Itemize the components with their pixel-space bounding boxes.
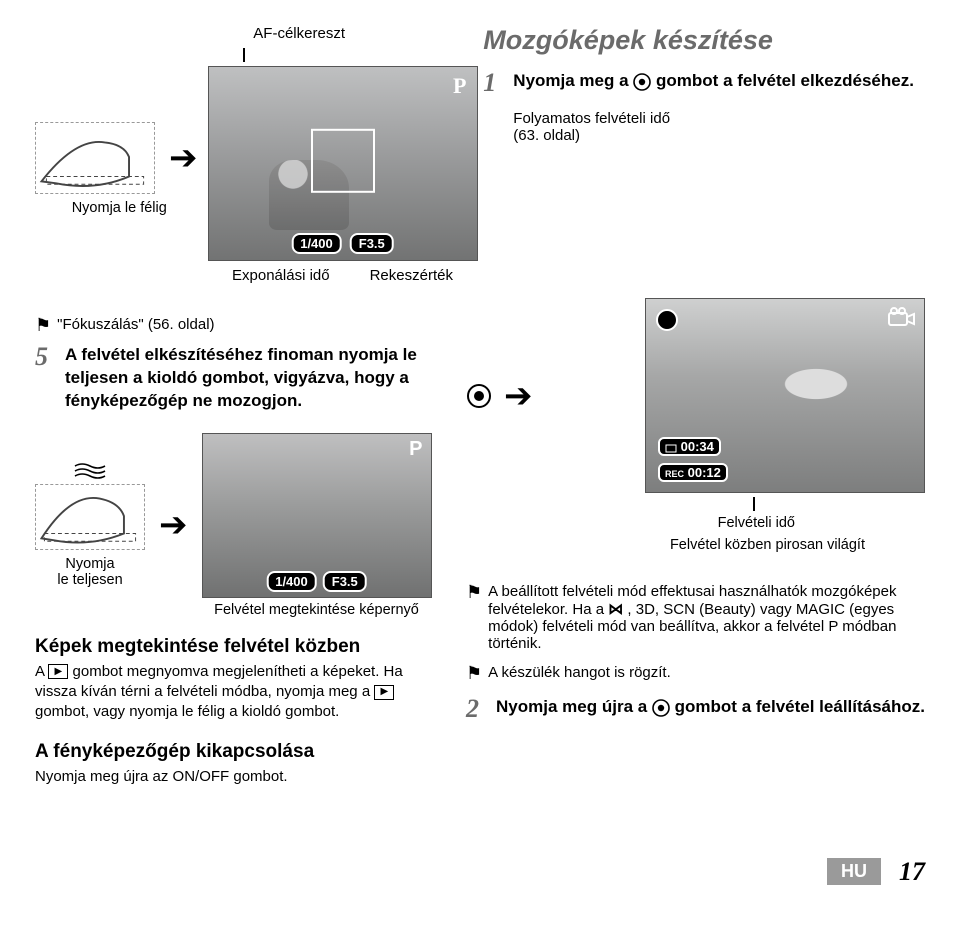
- rec-red-caption: Felvétel közben pirosan világít: [466, 537, 865, 553]
- wave-icon: [73, 462, 107, 484]
- mid-left-column: ⚑ "Fókuszálás" (56. oldal) 5 A felvétel …: [35, 298, 442, 787]
- notice-focus-text: "Fókuszálás" (56. oldal): [57, 316, 214, 333]
- language-badge: HU: [827, 858, 881, 885]
- notice-icon: ⚑: [35, 316, 51, 334]
- step-5-body: A felvétel elkészítéséhez finoman nyomja…: [65, 344, 442, 413]
- rec-indicator-icon: [656, 309, 678, 331]
- arrow-right-icon: ➔: [159, 505, 188, 545]
- poweroff-heading: A fényképezőgép kikapcsolása: [35, 741, 442, 763]
- record-button-icon: [652, 699, 670, 717]
- step-number-1: 1: [483, 70, 507, 96]
- record-button-icon: [466, 383, 492, 409]
- arrow-right-icon: ➔: [169, 138, 198, 178]
- page-footer: HU 17: [35, 857, 925, 887]
- play-button-icon: ▶: [48, 664, 68, 679]
- notice-effects-text: A beállított felvételi mód effektusai ha…: [488, 583, 925, 652]
- lcd-review-caption: Felvétel megtekintése képernyő: [214, 602, 419, 618]
- notice-focus: ⚑ "Fókuszálás" (56. oldal): [35, 316, 442, 334]
- continuous-time-note: Folyamatos felvételi idő (63. oldal): [513, 110, 925, 144]
- hand-full-press-icon: [35, 484, 145, 550]
- mid-section: ⚑ "Fókuszálás" (56. oldal) 5 A felvétel …: [35, 298, 925, 787]
- rec-time-caption: Felvételi idő: [466, 515, 795, 531]
- notice-audio: ⚑ A készülék hangot is rögzít.: [466, 664, 925, 682]
- af-target-icon: [311, 128, 375, 192]
- poweroff-paragraph: Nyomja meg újra az ON/OFF gombot.: [35, 767, 442, 787]
- step-number-5: 5: [35, 344, 59, 413]
- top-section: AF-célkereszt ➔ Nyomja le félig P: [35, 25, 925, 284]
- bird-flow: ➔ 00:34 REC 00:12: [466, 298, 925, 493]
- record-button-icon: [633, 73, 651, 91]
- shutter-badge: 1/400: [291, 233, 342, 254]
- step-2-body: Nyomja meg újra a gombot a felvétel leál…: [496, 696, 925, 722]
- step-1-body: Nyomja meg a gombot a felvétel elkezdésé…: [513, 70, 925, 96]
- exposure-badges: 1/400 F3.5: [291, 233, 394, 254]
- notice-icon: ⚑: [466, 664, 482, 682]
- top-right-column: Mozgóképek készítése 1 Nyomja meg a gomb…: [483, 25, 925, 284]
- movie-mode-icon: [888, 307, 916, 333]
- page-number: 17: [899, 857, 925, 887]
- play-button-icon: ▶: [374, 685, 394, 700]
- pointer-line: [753, 497, 755, 511]
- step-5: 5 A felvétel elkészítéséhez finoman nyom…: [35, 344, 442, 413]
- time-elapsed-badge: REC 00:12: [658, 463, 728, 482]
- press-half-label: Nyomja le félig: [72, 200, 167, 216]
- step-number-2: 2: [466, 696, 490, 722]
- arrow-right-icon: ➔: [504, 376, 533, 416]
- mode-p-indicator: P: [453, 73, 466, 99]
- review-paragraph: A ▶ gombot megnyomva megjelenítheti a ké…: [35, 662, 442, 723]
- mode-p-indicator: P: [409, 438, 422, 461]
- aperture-badge: F3.5: [350, 233, 394, 254]
- notice-icon: ⚑: [466, 583, 482, 601]
- shutter-badge: 1/400: [266, 571, 317, 592]
- review-heading: Képek megtekintése felvétel közben: [35, 636, 442, 658]
- step-2: 2 Nyomja meg újra a gombot a felvétel le…: [466, 696, 925, 722]
- mid-right-column: ➔ 00:34 REC 00:12 Felvételi idő F: [466, 298, 925, 787]
- bird-silhouette-icon: [744, 349, 864, 419]
- pointer-line: [243, 48, 245, 62]
- panorama-icon: ⋈: [608, 601, 623, 618]
- press-half-block: ➔: [35, 122, 204, 194]
- aperture-label: Rekeszérték: [370, 267, 453, 284]
- notice-effects: ⚑ A beállított felvételi mód effektusai …: [466, 583, 925, 652]
- shutter-label: Exponálási idő: [232, 267, 330, 284]
- lcd-movie: 00:34 REC 00:12: [645, 298, 925, 493]
- aperture-badge: F3.5: [323, 571, 367, 592]
- top-left-column: AF-célkereszt ➔ Nyomja le félig P: [35, 25, 453, 284]
- time-remaining-badge: 00:34: [658, 437, 721, 456]
- section-title: Mozgóképek készítése: [483, 25, 925, 56]
- lcd-review: P 1/400 F3.5: [202, 433, 432, 598]
- lcd-preview-top: P 1/400 F3.5: [208, 66, 478, 261]
- press-full-label: Nyomja le teljesen: [57, 556, 122, 588]
- af-crosshair-label: AF-célkereszt: [145, 25, 453, 42]
- exposure-sublabels: Exponálási idő Rekeszérték: [208, 267, 478, 284]
- notice-audio-text: A készülék hangot is rögzít.: [488, 664, 671, 681]
- hand-half-press-icon: [35, 122, 155, 194]
- step-1: 1 Nyomja meg a gombot a felvétel elkezdé…: [483, 70, 925, 96]
- press-full-block: Nyomja le teljesen ➔ P 1/400 F3.5 Felvét…: [35, 433, 442, 618]
